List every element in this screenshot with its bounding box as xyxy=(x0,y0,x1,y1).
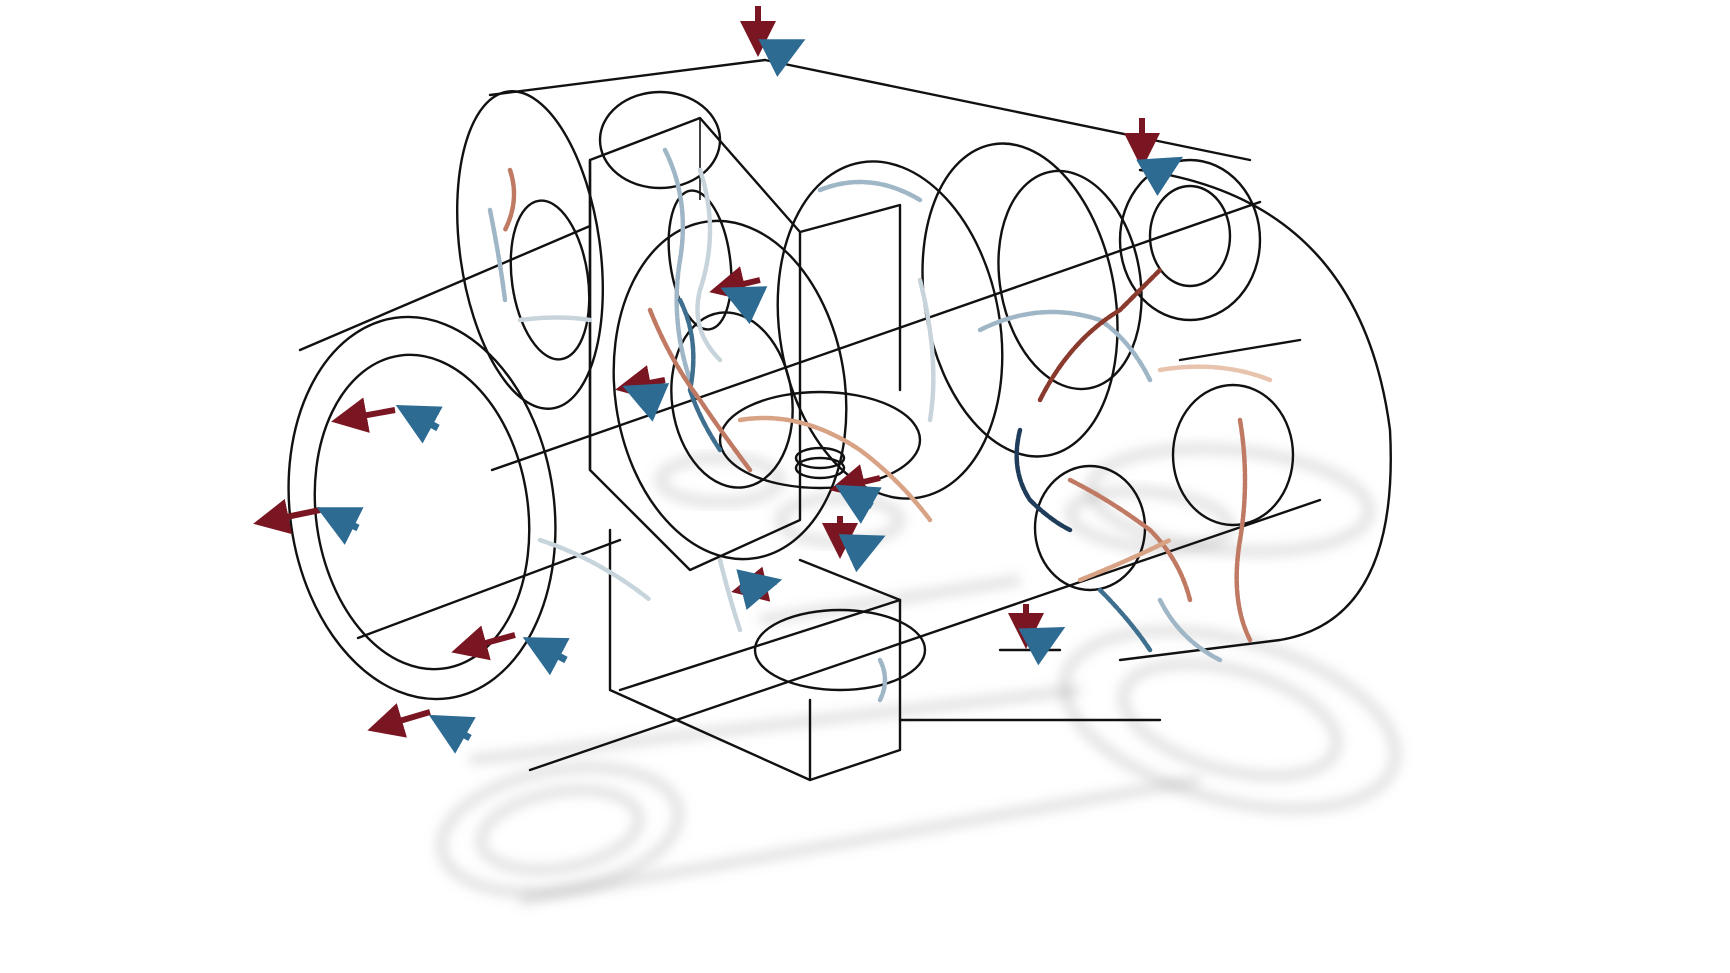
force-arrow-icon xyxy=(829,464,881,500)
force-arrow-icon xyxy=(331,397,396,433)
moment-arrow-icon xyxy=(1018,627,1066,666)
force-arrow-icon xyxy=(709,266,761,302)
force-arrow-icon xyxy=(451,625,516,661)
moment-arrow-icon xyxy=(834,484,882,524)
moment-arrow-icon xyxy=(736,569,783,611)
moment-arrow-icon xyxy=(838,534,886,573)
moment-arrow-icon xyxy=(622,383,670,422)
moment-arrow-icon xyxy=(522,637,570,676)
moment-arrow-icon xyxy=(1136,156,1184,197)
load-arrows xyxy=(253,6,1184,754)
force-arrow-icon xyxy=(253,498,321,535)
streamlines xyxy=(487,147,1273,703)
moment-arrow-icon xyxy=(316,507,364,545)
moment-arrow-icon xyxy=(758,39,806,77)
moment-arrow-icon xyxy=(720,286,768,325)
moment-arrow-icon xyxy=(428,714,476,754)
force-arrow-icon xyxy=(615,365,666,401)
moment-arrow-icon xyxy=(395,404,443,444)
force-arrow-icon xyxy=(367,703,431,738)
wireframe-body xyxy=(287,58,1392,782)
